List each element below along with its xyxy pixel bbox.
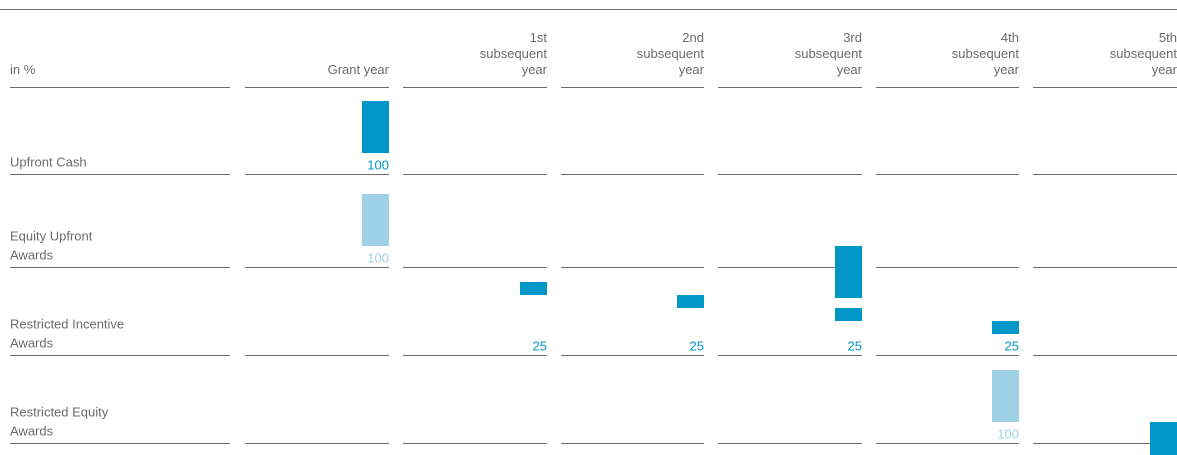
- value-label: 100: [1155, 427, 1177, 442]
- row-label: Equity Upfront: [10, 229, 93, 244]
- column-header: 4th: [1001, 30, 1019, 45]
- value-label: 25: [533, 339, 547, 354]
- value-label: 100: [367, 158, 389, 173]
- column-header: subsequent: [952, 46, 1020, 61]
- bar: [362, 101, 389, 153]
- bar: [992, 370, 1019, 422]
- column-header: 2nd: [682, 30, 704, 45]
- column-header: 1st: [530, 30, 548, 45]
- row-label: Upfront Cash: [10, 155, 87, 170]
- bar: [677, 295, 704, 308]
- value-label: 25: [848, 339, 862, 354]
- corner-label: in %: [10, 62, 36, 77]
- value-label: 25: [1005, 339, 1019, 354]
- column-header: Grant year: [328, 62, 390, 77]
- column-header: subsequent: [795, 46, 863, 61]
- value-label: 100: [997, 427, 1019, 442]
- bar: [835, 308, 862, 321]
- row-label: Awards: [10, 424, 54, 439]
- row-label: Awards: [10, 336, 54, 351]
- column-header: year: [1152, 62, 1177, 77]
- bar: [520, 282, 547, 295]
- column-header: 5th: [1159, 30, 1177, 45]
- bar: [992, 321, 1019, 334]
- bar: [1150, 422, 1177, 455]
- column-header: year: [994, 62, 1020, 77]
- value-label: 100: [840, 251, 862, 266]
- row-label: Restricted Equity: [10, 405, 109, 420]
- column-header: year: [679, 62, 705, 77]
- value-label: 25: [690, 339, 704, 354]
- column-header: subsequent: [1110, 46, 1177, 61]
- column-header: year: [522, 62, 548, 77]
- bar: [362, 194, 389, 246]
- row-label: Awards: [10, 248, 54, 263]
- column-header: 3rd: [843, 30, 862, 45]
- bar: [835, 246, 862, 298]
- column-header: year: [837, 62, 863, 77]
- value-label: 100: [367, 251, 389, 266]
- column-header: subsequent: [637, 46, 705, 61]
- row-label: Restricted Incentive: [10, 317, 124, 332]
- column-header: subsequent: [480, 46, 548, 61]
